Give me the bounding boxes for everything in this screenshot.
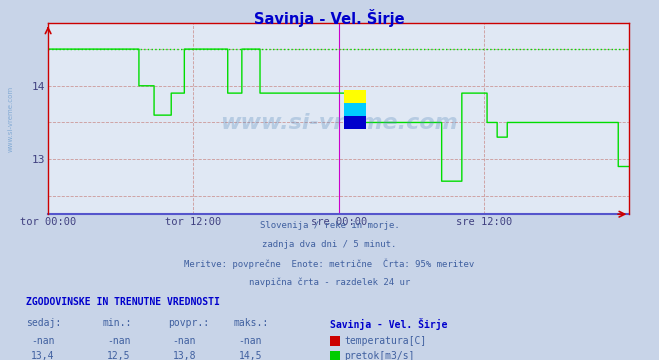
- Text: pretok[m3/s]: pretok[m3/s]: [344, 351, 415, 360]
- Bar: [344, 116, 366, 129]
- Text: 13,4: 13,4: [31, 351, 55, 360]
- Text: 14,5: 14,5: [239, 351, 262, 360]
- Bar: [344, 103, 366, 116]
- Text: temperatura[C]: temperatura[C]: [344, 336, 426, 346]
- Text: Slovenija / reke in morje.: Slovenija / reke in morje.: [260, 221, 399, 230]
- Text: -nan: -nan: [107, 336, 130, 346]
- Text: www.si-vreme.com: www.si-vreme.com: [8, 86, 14, 152]
- Text: Savinja - Vel. Širje: Savinja - Vel. Širje: [330, 318, 447, 329]
- Text: 12,5: 12,5: [107, 351, 130, 360]
- Text: ZGODOVINSKE IN TRENUTNE VREDNOSTI: ZGODOVINSKE IN TRENUTNE VREDNOSTI: [26, 297, 220, 307]
- Text: Meritve: povprečne  Enote: metrične  Črta: 95% meritev: Meritve: povprečne Enote: metrične Črta:…: [185, 259, 474, 269]
- Text: zadnja dva dni / 5 minut.: zadnja dva dni / 5 minut.: [262, 240, 397, 249]
- Text: Savinja - Vel. Širje: Savinja - Vel. Širje: [254, 9, 405, 27]
- Text: www.si-vreme.com: www.si-vreme.com: [220, 113, 457, 132]
- Text: maks.:: maks.:: [234, 318, 269, 328]
- Text: -nan: -nan: [239, 336, 262, 346]
- Bar: [344, 90, 366, 103]
- Text: navpična črta - razdelek 24 ur: navpična črta - razdelek 24 ur: [249, 278, 410, 287]
- Text: -nan: -nan: [173, 336, 196, 346]
- Text: 13,8: 13,8: [173, 351, 196, 360]
- Text: povpr.:: povpr.:: [168, 318, 209, 328]
- Text: sedaj:: sedaj:: [26, 318, 61, 328]
- Text: -nan: -nan: [31, 336, 55, 346]
- Text: min.:: min.:: [102, 318, 132, 328]
